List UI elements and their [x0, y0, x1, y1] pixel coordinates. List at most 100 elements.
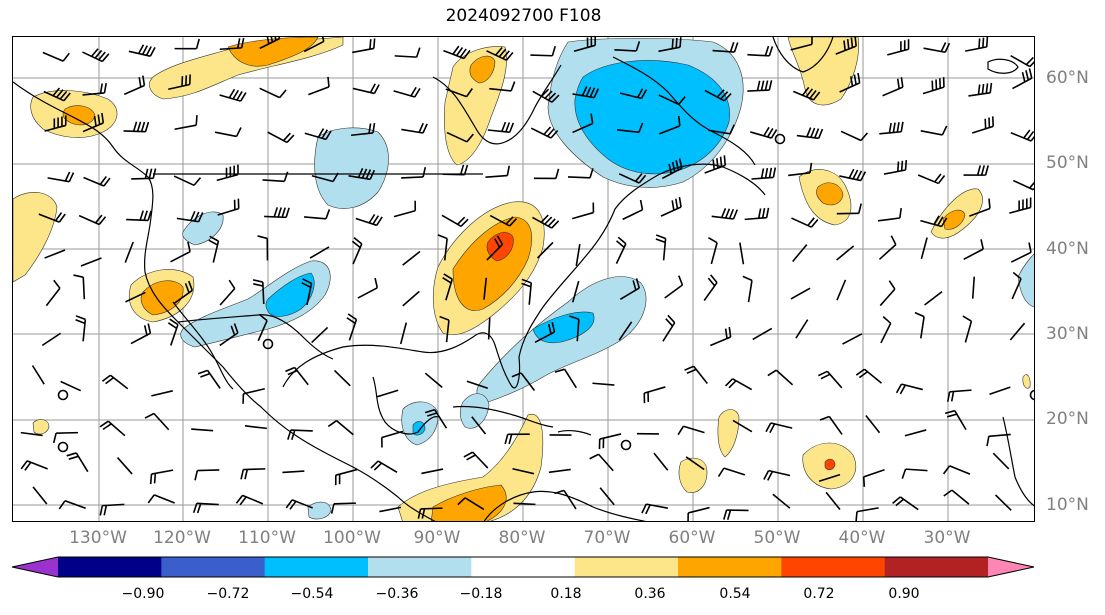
wind-barb-icon [82, 112, 105, 133]
wind-barb-icon [73, 274, 86, 300]
wind-barb-icon [836, 245, 855, 261]
colorbar-tick-label: 0.54 [719, 586, 751, 602]
colorbar [11, 556, 1035, 578]
wind-barb-icon [219, 88, 247, 102]
lon-label-80w: 80°W [498, 528, 546, 548]
wind-barb-icon [267, 131, 295, 144]
wind-barb-icon [592, 382, 615, 386]
wind-barb-icon [554, 368, 577, 389]
wind-barb-icon [892, 496, 919, 511]
wind-barb-icon [992, 452, 1010, 470]
wind-barb-icon [355, 214, 383, 227]
wind-barb-icon [31, 365, 45, 385]
wind-barb-icon [914, 311, 925, 339]
wind-barb-icon [946, 389, 972, 402]
wind-barb-icon [817, 370, 843, 389]
wind-barb-icon [99, 503, 125, 516]
wind-barb-icon [208, 235, 220, 263]
wind-barb-icon [660, 197, 682, 217]
wind-barb-icon [173, 280, 194, 304]
wind-barb-icon [219, 323, 239, 347]
wind-barb-icon [599, 487, 615, 506]
wind-barb-icon [513, 502, 536, 506]
wind-barb-icon [533, 168, 560, 180]
wind-barb-icon [424, 408, 448, 429]
colorbar-bin [884, 557, 989, 577]
wind-barb-icon [717, 467, 746, 477]
wind-barb-icon [664, 275, 684, 299]
wind-barb-icon [285, 499, 313, 510]
wind-barb-icon [219, 279, 236, 306]
wind-barb-icon [877, 207, 902, 222]
colorbar-tick-label: −0.36 [375, 586, 419, 602]
wind-barb-icon [530, 126, 559, 139]
wind-barb-icon [32, 486, 48, 505]
wind-barb-icon [862, 469, 885, 487]
wind-barb-icon [123, 75, 146, 96]
wind-barbs [20, 37, 1034, 521]
lon-label-70w: 70°W [583, 528, 631, 548]
positive-region-tropical-1 [717, 409, 740, 458]
positive-region-mid-atlantic-core [816, 182, 844, 206]
wind-barb-icon [463, 451, 489, 469]
wind-barb-icon [191, 428, 214, 432]
wind-barb-icon [796, 127, 824, 140]
wind-barb-icon [401, 122, 428, 134]
wind-barb-icon [818, 473, 841, 482]
wind-barb-icon [658, 115, 681, 135]
wind-barb-icon [677, 425, 705, 436]
wind-barb-icon [116, 457, 133, 475]
lat-label-40n: 40°N [1046, 239, 1089, 259]
wind-barb-icon [572, 113, 594, 134]
wind-barb-icon [795, 319, 809, 339]
wind-barb-icon [174, 38, 200, 50]
wind-barb-icon [1009, 197, 1032, 214]
wind-barb-icon [765, 422, 793, 434]
wind-barb-icon [575, 244, 581, 267]
wind-barb-icon [924, 291, 943, 306]
wind-barb-icon [489, 81, 516, 92]
wind-barb-icon [836, 203, 862, 215]
wind-barb-icon [971, 116, 994, 134]
wind-barb-icon [971, 276, 976, 299]
negative-region-hudson-bay-core [574, 60, 730, 175]
wind-barb-icon [879, 280, 896, 307]
wind-barb-icon [259, 87, 287, 99]
wind-barb-icon [399, 322, 408, 345]
calm-wind-circle-icon [620, 439, 632, 451]
wind-barb-icon [839, 168, 867, 182]
wind-barb-icon [708, 237, 718, 265]
colorbar-bin [58, 557, 162, 577]
wind-barb-icon [968, 82, 993, 97]
wind-barb-icon [219, 37, 245, 51]
wind-barb-icon [825, 491, 841, 511]
wind-barb-icon [920, 215, 948, 228]
wind-barb-icon [402, 290, 420, 307]
wind-barb-icon [661, 158, 683, 180]
wind-barb-icon [750, 126, 778, 139]
wind-barb-icon [124, 241, 134, 263]
positive-region-azores-core [942, 209, 966, 230]
wind-barb-icon [598, 433, 622, 450]
wind-barb-icon [643, 386, 666, 404]
wind-barb-icon [38, 212, 66, 223]
lon-label-110w: 110°W [238, 528, 296, 548]
greenland-coast [772, 37, 834, 73]
colorbar-bin [574, 557, 679, 577]
wind-barb-icon [569, 315, 580, 342]
wind-barb-icon [567, 168, 594, 179]
wind-barb-icon [287, 429, 313, 441]
wind-barb-icon [1010, 129, 1034, 142]
wind-barb-icon [311, 326, 329, 344]
wind-barb-icon [58, 500, 86, 510]
wind-barb-icon [710, 326, 732, 347]
coastline-cuba [452, 405, 554, 428]
wind-barb-icon [622, 199, 644, 221]
wind-barb-icon [708, 124, 735, 135]
wind-barb-icon [235, 494, 264, 506]
wind-barb-icon [78, 214, 107, 226]
wind-barb-icon [437, 234, 448, 261]
wind-barb-icon [747, 45, 774, 57]
wind-barb-icon [44, 115, 67, 132]
wind-barb-icon [311, 172, 339, 183]
